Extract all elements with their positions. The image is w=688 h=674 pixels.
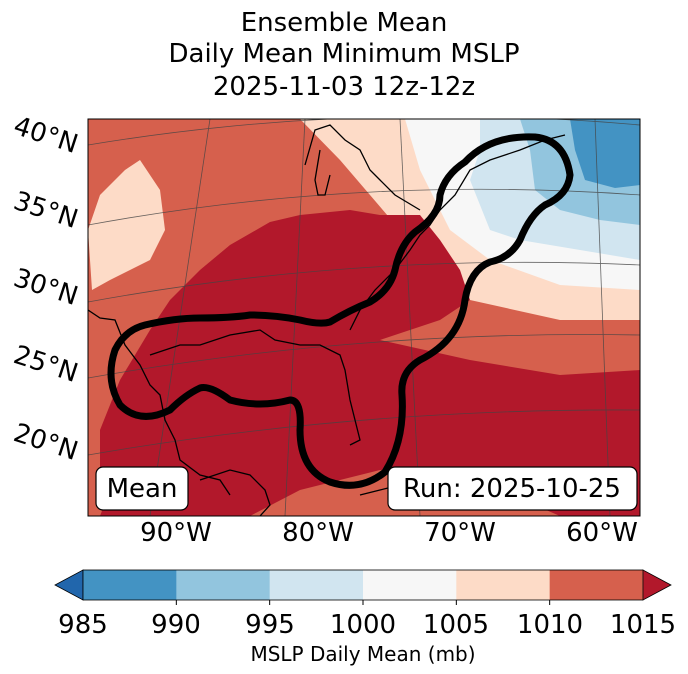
lat-label-30: 30°N [10, 263, 82, 312]
colorbar-tick-990: 990 [151, 610, 201, 640]
title-line-3: 2025-11-03 12z-12z [212, 72, 476, 102]
grid-lat-30 [88, 261, 640, 303]
colorbar-cell-995 [269, 570, 364, 600]
colorbar: 985 990 995 1000 1005 1010 1015 MSLP Dai… [54, 569, 676, 666]
coast-yucatan [199, 469, 271, 516]
mslp-field [88, 119, 640, 516]
mean-label: Mean [107, 474, 178, 504]
lat-label-25: 25°N [10, 340, 82, 389]
colorbar-frame [82, 569, 644, 601]
colorbar-tick-995: 995 [245, 610, 295, 640]
lon-label-70: 70°W [424, 518, 496, 548]
colorbar-cell-1005 [456, 570, 551, 600]
colorbar-cell-1000 [363, 570, 457, 600]
coast-great-lakes [304, 124, 421, 211]
field-1015 [88, 210, 640, 516]
colorbar-cell-1010 [549, 570, 644, 600]
coast-mexico-texas [88, 309, 231, 496]
probability-contour [107, 133, 574, 489]
colorbar-tick-985: 985 [58, 610, 108, 640]
lon-labels: 90°W 80°W 70°W 60°W [140, 518, 638, 548]
run-label: Run: 2025-10-25 [403, 474, 621, 504]
lon-label-80: 80°W [282, 518, 354, 548]
colorbar-tick-1000: 1000 [330, 610, 396, 640]
title-line-1: Ensemble Mean [240, 8, 448, 38]
colorbar-tick-1010: 1010 [517, 610, 583, 640]
colorbar-cell-985 [83, 570, 177, 600]
lat-labels: 40°N 35°N 30°N 25°N 20°N [10, 111, 82, 467]
colorbar-tick-1005: 1005 [423, 610, 489, 640]
grid-lat-25 [88, 334, 640, 379]
coast-gulf [149, 329, 361, 446]
title-line-2: Daily Mean Minimum MSLP [168, 39, 520, 69]
mean-annotation: Mean [95, 466, 189, 511]
coast-lake-michigan [314, 149, 331, 196]
lon-label-60: 60°W [566, 518, 638, 548]
colorbar-over-arrow [642, 569, 672, 601]
field-985 [570, 119, 640, 188]
field-1005-west [88, 160, 165, 290]
lat-label-20: 20°N [10, 418, 82, 467]
lat-label-35: 35°N [10, 186, 82, 235]
colorbar-label: MSLP Daily Mean (mb) [250, 642, 475, 666]
lon-label-90: 90°W [140, 518, 212, 548]
run-annotation: Run: 2025-10-25 [387, 466, 638, 511]
colorbar-cell-990 [176, 570, 271, 600]
colorbar-tick-1015: 1015 [610, 610, 676, 640]
grid-lat-20 [88, 409, 640, 456]
lat-label-40: 40°N [10, 111, 82, 160]
grid-lon-60 [594, 119, 611, 516]
map-frame [87, 118, 641, 517]
grid-lon-70 [399, 119, 421, 516]
colorbar-under-arrow [54, 569, 84, 601]
